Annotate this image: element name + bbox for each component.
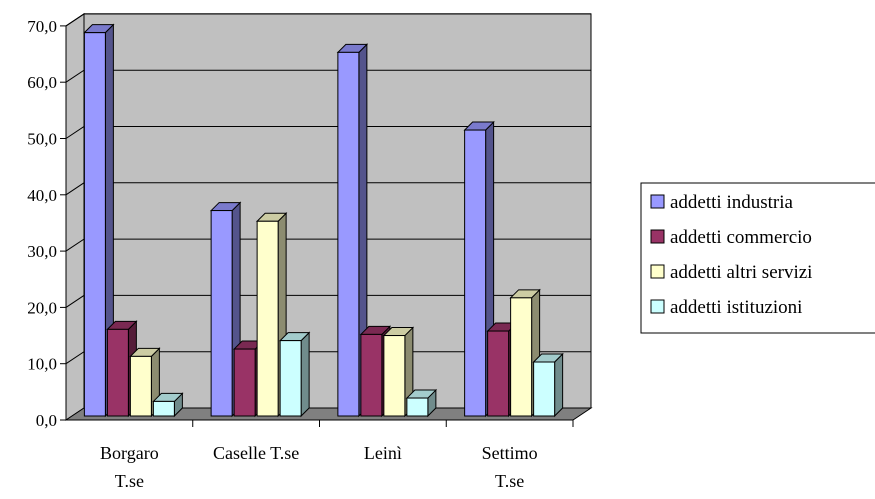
bar-1-3 [278, 331, 311, 418]
bar-front [152, 400, 175, 417]
legend-label: addetti istituzioni [670, 297, 802, 318]
y-tick-label: 50,0 [27, 130, 57, 149]
bar-front [233, 348, 256, 417]
bar-front [406, 397, 429, 417]
bar-front [279, 340, 302, 417]
bar-0-0 [83, 23, 115, 418]
legend: addetti industria addetti commercio addett… [640, 182, 875, 334]
x-category-label: Borgaro [100, 443, 159, 463]
x-category-label: Settimo [482, 443, 538, 463]
bar-front [210, 210, 233, 417]
bar-2-2 [382, 326, 415, 418]
bar-front [510, 297, 533, 417]
y-tick-label: 20,0 [27, 298, 57, 317]
x-category-label: Leinì [364, 443, 402, 463]
bar-0-3 [152, 392, 184, 418]
x-category-label: T.se [495, 471, 524, 491]
gridline [65, 13, 591, 27]
legend-box [640, 182, 875, 334]
bar-front [360, 333, 383, 417]
x-category-labels: Borgaro T.se Caselle T.se Leinì Settimo T.se [100, 443, 538, 491]
bar-side [300, 331, 310, 418]
bars [83, 23, 564, 418]
bar-side [554, 352, 564, 418]
axes [60, 25, 574, 427]
side-wall [65, 12, 85, 421]
bar-front [337, 51, 360, 417]
bar-front [83, 32, 106, 417]
legend-label: addetti commercio [670, 227, 812, 248]
legend-swatch [650, 229, 665, 244]
legend-swatch [650, 194, 665, 209]
legend-label: addetti industria [670, 192, 794, 213]
bar-front [106, 328, 129, 417]
bar-2-3 [405, 388, 438, 418]
legend-label: addetti altri servizi [670, 262, 812, 283]
bar-front [464, 129, 487, 417]
y-tick-label: 70,0 [27, 17, 57, 36]
legend-swatch [650, 264, 665, 279]
y-tick-label: 40,0 [27, 186, 57, 205]
bar-front [256, 220, 279, 417]
bar-front [129, 355, 152, 417]
bar-front [487, 330, 510, 417]
bar-2-0 [336, 43, 369, 418]
x-category-label: Caselle T.se [213, 443, 299, 463]
bar-front [383, 335, 406, 417]
y-tick-label: 30,0 [27, 242, 57, 261]
bar-3-3 [532, 352, 564, 418]
legend-swatch [650, 299, 665, 314]
bar-front [533, 361, 556, 417]
x-category-label: T.se [115, 471, 144, 491]
y-tick-label: 10,0 [27, 355, 57, 374]
bar-0-2 [129, 347, 161, 418]
y-tick-label: 0,0 [36, 411, 57, 430]
y-tick-label: 60,0 [27, 73, 57, 92]
y-tick-labels: 0,0 10,0 20,0 30,0 40,0 50,0 60,0 70,0 [27, 17, 57, 430]
